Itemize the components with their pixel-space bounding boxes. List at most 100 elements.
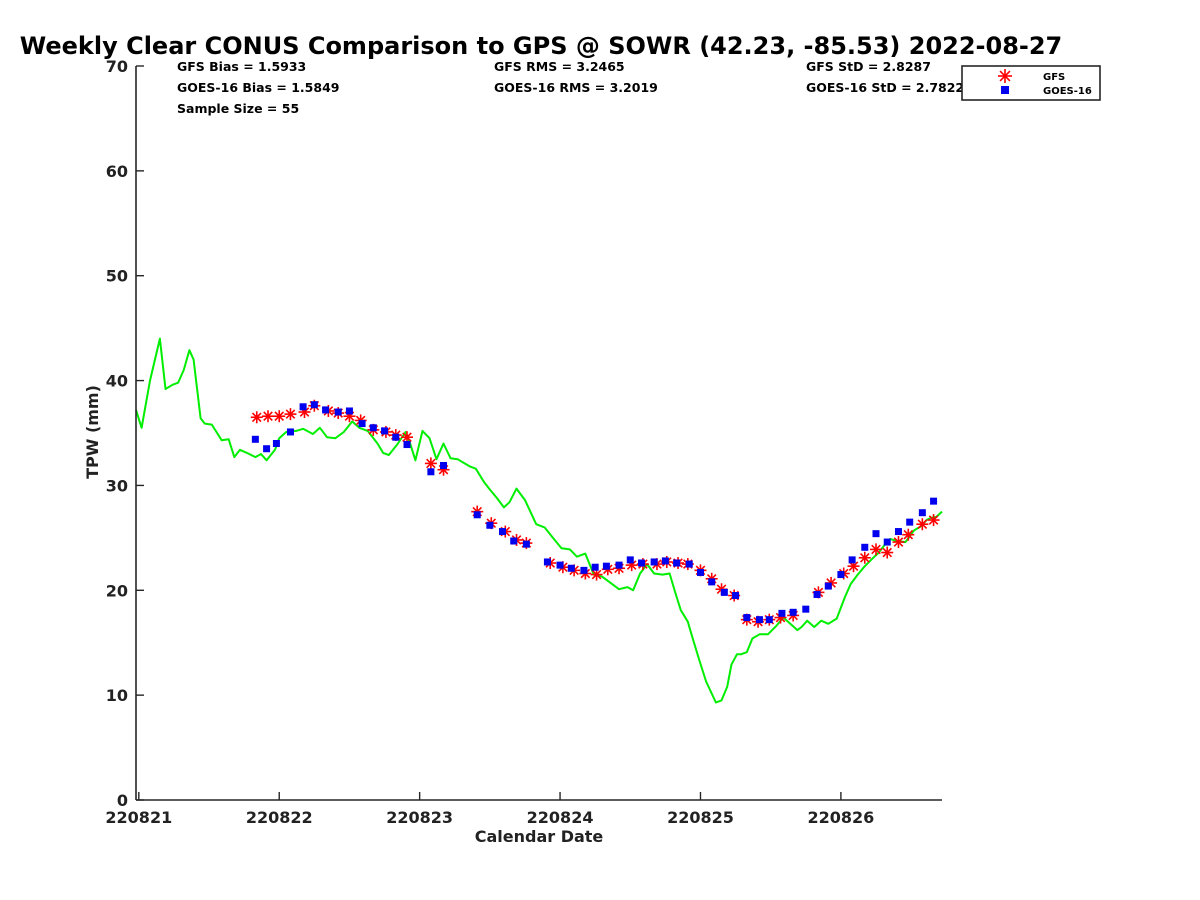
goes16-point [310, 401, 318, 409]
gfs-rms-text: GFS RMS = 3.2465 [494, 59, 625, 74]
goes16-point [765, 616, 773, 624]
goes16-point [861, 543, 869, 551]
gps-series [135, 337, 943, 704]
goes16-point [638, 559, 646, 567]
goes16-point [883, 538, 891, 546]
gfs-std-text: GFS StD = 2.8287 [806, 59, 931, 74]
goes-bias-text: GOES-16 Bias = 1.5849 [177, 80, 339, 95]
goes16-point [894, 528, 902, 536]
gfs-point [892, 536, 905, 549]
goes16-point [872, 530, 880, 538]
goes16-point [403, 441, 411, 449]
goes16-point [626, 556, 634, 564]
gfs-point [881, 546, 894, 559]
goes16-point [848, 556, 856, 564]
goes-rms-text: GOES-16 RMS = 3.2019 [494, 80, 658, 95]
legend-box [961, 65, 1101, 101]
goes16-point [334, 408, 342, 416]
legend-gfs-label: GFS [1043, 72, 1065, 83]
gps-line [135, 337, 943, 704]
goes16-point [591, 563, 599, 571]
goes16-point [427, 468, 435, 476]
goes16-point [322, 406, 330, 414]
goes16-point [369, 424, 377, 432]
goes16-point [930, 497, 938, 505]
goes16-point [286, 428, 294, 436]
goes16-point [440, 462, 448, 470]
goes16-point [650, 558, 658, 566]
x-tick-label: 220822 [246, 808, 313, 827]
gfs-point [858, 551, 871, 564]
legend-gfs-marker [998, 69, 1012, 83]
gfs-point [273, 410, 286, 423]
x-tick-label: 220826 [808, 808, 875, 827]
y-tick-label: 40 [106, 372, 128, 391]
x-tick-label: 220824 [527, 808, 594, 827]
gfs-point [916, 518, 929, 531]
goes16-point [685, 560, 693, 568]
goes16-point [580, 566, 588, 574]
goes16-point [720, 588, 728, 596]
y-axis-label: TPW (mm) [83, 385, 102, 479]
goes16-point [498, 528, 506, 536]
y-tick-label: 20 [106, 581, 128, 600]
goes16-point [272, 439, 280, 447]
y-tick-label: 50 [106, 267, 128, 286]
gfs-point [870, 543, 883, 556]
legend-goes16-marker [1001, 86, 1009, 94]
x-tick-label: 220823 [386, 808, 453, 827]
goes16-point [778, 609, 786, 617]
goes16-series [251, 401, 938, 624]
goes16-point [510, 537, 518, 545]
x-axis-label: Calendar Date [475, 827, 604, 846]
goes16-point [661, 557, 669, 565]
y-tick-label: 60 [106, 162, 128, 181]
sample-size-text: Sample Size = 55 [177, 101, 299, 116]
goes16-point [732, 592, 740, 600]
goes16-point [602, 562, 610, 570]
goes16-point [743, 614, 751, 622]
goes16-point [673, 559, 681, 567]
legend-gfs-star [998, 69, 1012, 83]
goes-std-text: GOES-16 StD = 2.7822 [806, 80, 964, 95]
gfs-point [590, 568, 603, 581]
goes16-point [473, 511, 481, 519]
goes16-point [789, 608, 797, 616]
axes [135, 66, 942, 801]
legend-goes16-label: GOES-16 [1043, 86, 1092, 97]
chart-title: Weekly Clear CONUS Comparison to GPS @ S… [20, 32, 1063, 60]
goes16-point [522, 540, 530, 548]
goes16-point [824, 582, 832, 590]
axis-ticks: 0 10 20 30 40 50 60 70 220821 220822 220823 220824 2… [105, 57, 874, 827]
goes16-point [251, 435, 259, 443]
goes16-point [802, 605, 810, 613]
gfs-point [284, 408, 297, 421]
gfs-bias-text: GFS Bias = 1.5933 [177, 59, 306, 74]
goes16-point [906, 518, 914, 526]
y-tick-label: 70 [106, 57, 128, 76]
y-tick-label: 30 [106, 476, 128, 495]
goes16-point [299, 403, 307, 411]
goes16-point [486, 521, 494, 529]
gfs-point [902, 528, 915, 541]
goes16-point [263, 445, 271, 453]
legend: GFS GOES-16 [961, 65, 1101, 101]
gfs-point [424, 457, 437, 470]
gfs-series [250, 399, 940, 628]
goes16-point [615, 561, 623, 569]
goes16-point [556, 561, 564, 569]
y-tick-label: 0 [117, 791, 128, 810]
gfs-point [927, 514, 940, 527]
x-tick-label: 220825 [667, 808, 734, 827]
gfs-point [250, 411, 263, 424]
goes16-point [358, 420, 366, 428]
goes16-point [392, 433, 400, 441]
x-tick-label: 220821 [105, 808, 172, 827]
goes16-point [813, 590, 821, 598]
goes16-point [708, 578, 716, 586]
gfs-point [261, 410, 274, 423]
goes16-point [381, 427, 389, 435]
goes16-point [567, 564, 575, 572]
goes16-point [755, 616, 763, 624]
